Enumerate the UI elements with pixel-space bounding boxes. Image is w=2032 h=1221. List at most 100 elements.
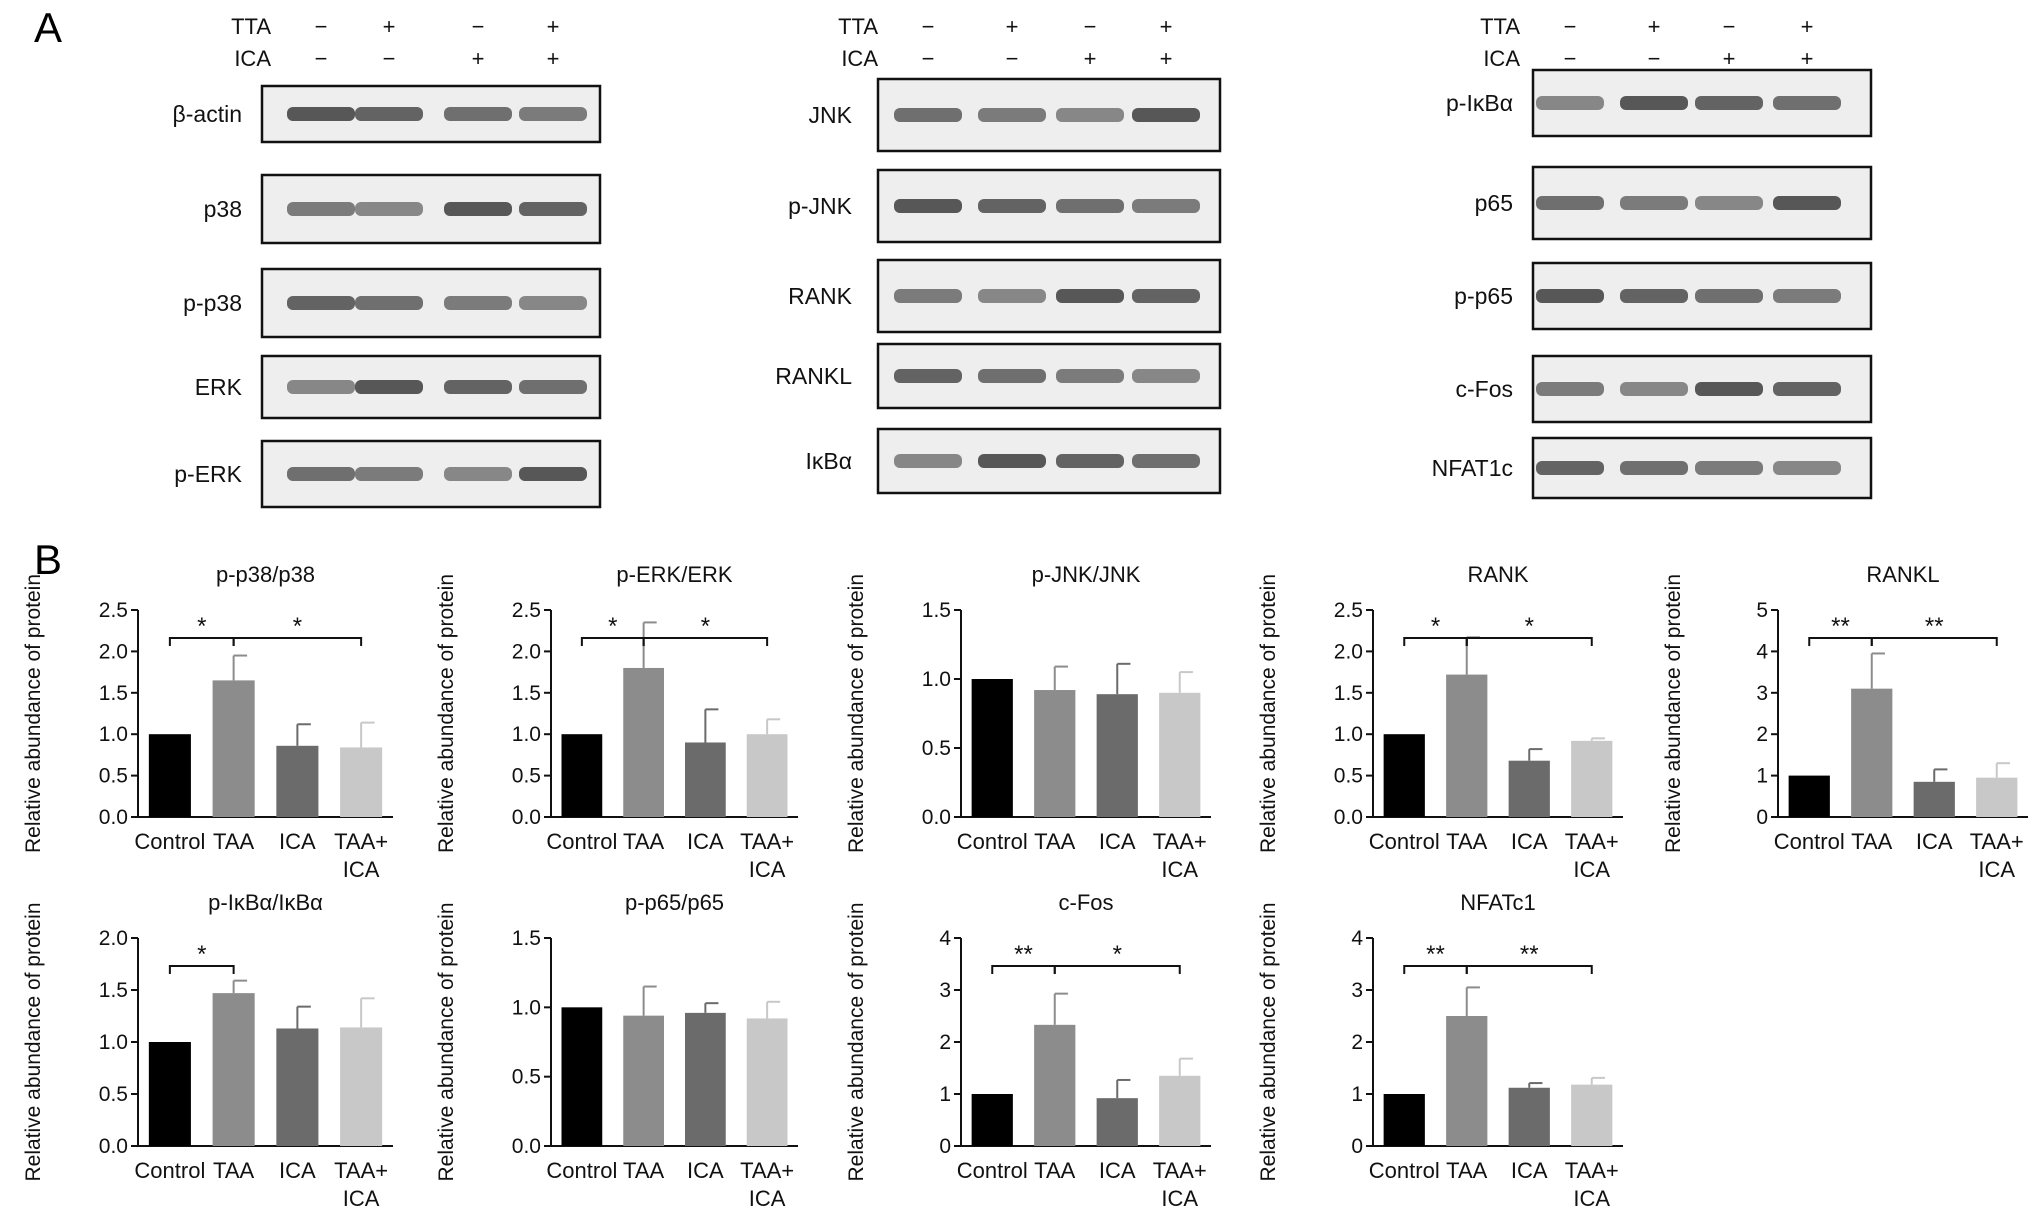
bar [1446, 1016, 1488, 1146]
blot-label: RANKL [775, 363, 852, 389]
chart-title: RANKL [1866, 562, 1939, 587]
chart-title: p-IκBα/IκBα [208, 890, 323, 915]
blot-band [519, 107, 587, 121]
blot-band [355, 107, 423, 121]
treatment-sign: + [547, 46, 560, 71]
treatment-sign: − [1006, 46, 1019, 71]
x-tick-label: TAA [1034, 1158, 1075, 1183]
bar [971, 679, 1013, 817]
y-axis-label: Relative abundance of protein [22, 902, 45, 1181]
y-axis-label: Relative abundance of protein [22, 574, 45, 853]
blot-band [1620, 461, 1688, 475]
blot-band [1773, 96, 1841, 110]
x-tick-label: TAA+ ICA [740, 1158, 794, 1211]
y-tick-label: 0.0 [99, 806, 128, 829]
treatment-label: ICA [841, 46, 878, 71]
bar [1913, 781, 1955, 817]
chart-6: p-IκBα/IκBα Relative abundance of protein… [22, 890, 393, 1211]
significance-bracket [232, 637, 363, 646]
x-tick-label: Control [957, 1158, 1028, 1183]
y-tick-label: 1.0 [99, 1031, 128, 1054]
chart-5: RANKL Relative abundance of protein 0 1 2 3 4 5… [1662, 562, 2028, 882]
x-tick-label: TAA+ ICA [1565, 1158, 1619, 1211]
x-tick-label: TAA [623, 829, 664, 854]
y-tick-label: 0.0 [512, 806, 541, 829]
blot-label: p-ERK [174, 461, 242, 487]
blot-strip [1531, 261, 1873, 331]
treatment-sign: − [922, 14, 935, 39]
treatment-sign: − [1564, 46, 1577, 71]
y-tick-label: 1.0 [922, 668, 951, 691]
blot-band [1536, 289, 1604, 303]
x-tick-label: ICA [1511, 1158, 1548, 1183]
bar [971, 1094, 1013, 1146]
y-tick-label: 3 [1351, 979, 1363, 1002]
bar [746, 734, 788, 817]
blot-band [355, 467, 423, 481]
blot-band [978, 289, 1046, 303]
x-tick-label: ICA [1099, 829, 1136, 854]
x-tick-label: TAA [1446, 829, 1487, 854]
blot-strip [1531, 354, 1873, 424]
y-tick-label: 0 [939, 1135, 951, 1158]
blot-band [444, 107, 512, 121]
bar [1446, 674, 1488, 817]
x-tick-label: TAA [623, 1158, 664, 1183]
blot-band [444, 380, 512, 394]
chart-2: p-ERK/ERK Relative abundance of protein 0.… [435, 562, 798, 882]
blot-band [355, 296, 423, 310]
blot-band [1132, 108, 1200, 122]
significance-label: ** [1014, 941, 1033, 968]
treatment-sign: + [1801, 14, 1814, 39]
x-tick-label: TAA+ ICA [1153, 829, 1207, 882]
bar [340, 1027, 383, 1146]
y-tick-label: 1 [1351, 1083, 1363, 1106]
chart-3: p-JNK/JNK Relative abundance of protein 0.… [845, 562, 1211, 882]
x-tick-label: ICA [687, 1158, 724, 1183]
y-tick-label: 0.5 [512, 1066, 541, 1089]
blot-label: ERK [195, 374, 243, 400]
y-tick-label: 0.5 [99, 765, 128, 788]
y-tick-label: 2.5 [99, 599, 128, 622]
blot-band [1773, 461, 1841, 475]
blot-band [519, 467, 587, 481]
treatment-sign: + [1723, 46, 1736, 71]
treatment-label: ICA [1483, 46, 1520, 71]
x-tick-label: TAA [213, 1158, 254, 1183]
x-tick-label: TAA [1446, 1158, 1487, 1183]
blot-band [1056, 108, 1124, 122]
blot-strip [1531, 68, 1873, 138]
blot-band [1620, 196, 1688, 210]
blot-band [1056, 369, 1124, 383]
y-axis-label: Relative abundance of protein [1257, 574, 1280, 853]
y-tick-label: 3 [939, 979, 951, 1002]
x-tick-label: Control [134, 829, 205, 854]
significance-bracket [1465, 637, 1593, 646]
bar [623, 1015, 665, 1146]
x-tick-label: TAA [213, 829, 254, 854]
y-tick-label: 0.0 [99, 1135, 128, 1158]
blot-column-2: TTA − + − + ICA − − + + JNK p-JNK RANK RANKL IκBα [775, 14, 1222, 495]
blot-strip [260, 439, 602, 509]
significance-bracket [1870, 637, 1998, 646]
significance-label: * [608, 613, 617, 640]
y-tick-label: 2.5 [1334, 599, 1363, 622]
blot-label: p65 [1475, 190, 1513, 216]
treatment-label: ICA [234, 46, 271, 71]
y-tick-label: 4 [1351, 927, 1363, 950]
y-tick-label: 1 [1756, 765, 1768, 788]
bar [1159, 692, 1201, 817]
bar [684, 1012, 726, 1146]
blot-strip [876, 258, 1222, 334]
blot-band [894, 199, 962, 213]
blot-strip [260, 84, 602, 144]
x-tick-label: TAA+ ICA [740, 829, 794, 882]
significance-label: * [197, 941, 206, 968]
blot-label: c-Fos [1456, 376, 1514, 402]
y-axis-label: Relative abundance of protein [845, 574, 868, 853]
y-tick-label: 1.5 [922, 599, 951, 622]
blot-band [1695, 382, 1763, 396]
blot-band [894, 289, 962, 303]
y-tick-label: 2.0 [1334, 640, 1363, 663]
